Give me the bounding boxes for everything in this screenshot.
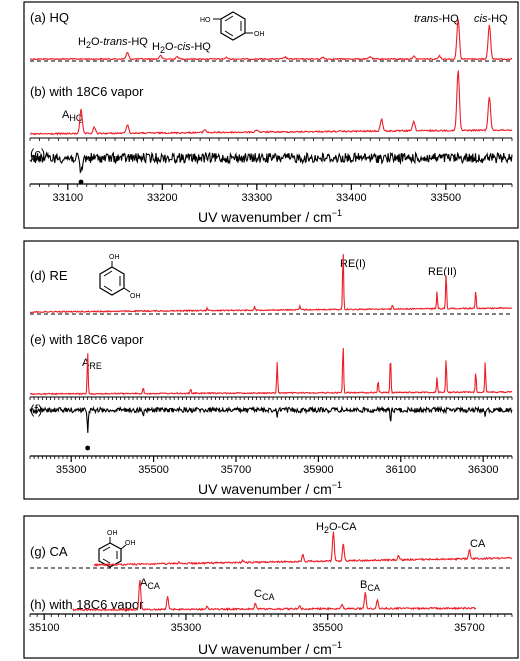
label-a-hq: AHQ — [62, 109, 83, 123]
x-tick-label: 33500 — [431, 192, 462, 204]
svg-text:OH: OH — [109, 254, 120, 261]
svg-text:OH: OH — [254, 31, 265, 38]
x-tick-label: 35500 — [312, 622, 343, 634]
x-tick-label: 33300 — [242, 192, 273, 204]
x-tick-label: 33400 — [336, 192, 367, 204]
panel-label-a: (a) HQ — [30, 10, 69, 25]
label-a-ca: ACA — [140, 577, 160, 591]
svg-text:OH: OH — [130, 293, 141, 300]
catechol-structure-icon: OH OH — [98, 530, 136, 568]
hydroquinone-structure-icon: HO OH — [200, 11, 265, 41]
panel-label-h: (h) with 18C6 vapor — [30, 597, 144, 612]
resorcinol-structure-icon: OH OH — [99, 254, 141, 300]
panel-label-g: (g) CA — [30, 544, 68, 559]
svg-text:HO: HO — [200, 17, 211, 24]
panel-re: (d) RE RE(I) RE(II) (e) with 18C6 vapor … — [23, 240, 519, 500]
label-h2o-ca: H2O-CA — [316, 521, 357, 535]
label-c-ca: CCA — [254, 588, 274, 602]
panel-ca: (g) CA H2O-CA CA (h) with 18C6 vapor ACA… — [23, 515, 519, 659]
x-tick-label: 35300 — [171, 622, 202, 634]
panel-frame-hq — [23, 1, 519, 229]
x-tick-label: 35500 — [138, 464, 169, 476]
panel-frame-ca — [23, 515, 519, 659]
panel-label-b: (b) with 18C6 vapor — [30, 84, 144, 99]
marker-dot — [85, 445, 91, 451]
x-tick-label: 36100 — [385, 464, 416, 476]
x-axis-title-ca: UV wavenumber / cm−1 — [198, 640, 342, 657]
x-tick-label: 35700 — [221, 464, 252, 476]
x-tick-label: 33200 — [147, 192, 178, 204]
label-a-re: ARE — [82, 357, 102, 371]
panel-label-e: (e) with 18C6 vapor — [30, 332, 144, 347]
spectrum-trace-0-0 — [29, 19, 512, 61]
marker-dot — [78, 179, 84, 185]
x-axis-re: 35300 35500 35700 35900 36100 36300 — [29, 455, 513, 476]
label-cis-hq: cis-HQ — [474, 13, 508, 25]
x-tick-label: 35700 — [454, 622, 485, 634]
traces-re — [29, 254, 513, 451]
svg-text:OH: OH — [107, 530, 118, 537]
x-tick-label: 35100 — [29, 622, 60, 634]
label-h2o-trans-hq: H2O-trans-HQ — [78, 36, 148, 50]
traces-hq — [29, 19, 513, 185]
x-axis-title-re: UV wavenumber / cm−1 — [198, 480, 342, 497]
panel-label-d: (d) RE — [30, 268, 68, 283]
x-tick-label: 33100 — [53, 192, 84, 204]
label-trans-hq: trans-HQ — [414, 13, 459, 25]
spectrum-trace-1-1 — [29, 347, 513, 396]
x-tick-label: 35900 — [303, 464, 334, 476]
spectrum-trace-0-1 — [30, 70, 513, 136]
x-tick-label: 36300 — [468, 464, 499, 476]
x-axis-title-hq: UV wavenumber / cm−1 — [198, 208, 342, 225]
spectrum-trace-2-0 — [93, 531, 513, 567]
label-b-ca: BCA — [360, 579, 380, 593]
spectrum-trace-0-2 — [29, 151, 513, 174]
traces-ca — [30, 531, 513, 612]
svg-text:OH: OH — [125, 540, 136, 547]
x-tick-label: 35300 — [56, 464, 87, 476]
spectrum-trace-1-0 — [29, 254, 512, 314]
label-re-ii: RE(II) — [428, 266, 457, 278]
label-re-i: RE(I) — [340, 258, 366, 270]
spectrum-trace-2-1 — [72, 579, 477, 612]
label-h2o-cis-hq: H2O-cis-HQ — [152, 41, 211, 55]
x-axis-ca: 35100 35300 35500 35700 — [29, 613, 513, 634]
spectrum-trace-1-2 — [29, 405, 513, 433]
label-ca: CA — [470, 538, 486, 550]
panel-frame-re — [23, 240, 519, 500]
x-axis-hq: 33100 33200 33300 33400 33500 — [29, 183, 513, 204]
panel-hq: (a) HQ H2O-trans-HQ H2O-cis-HQ trans-HQ … — [23, 1, 519, 229]
